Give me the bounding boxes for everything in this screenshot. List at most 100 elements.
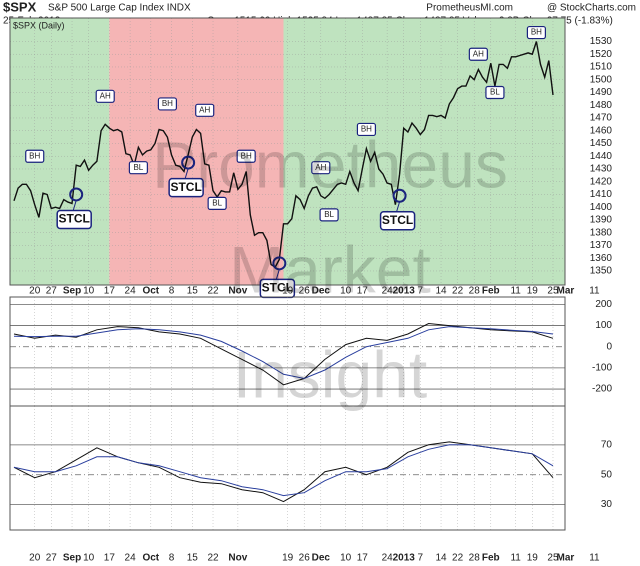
annotation-box xyxy=(468,47,488,61)
annotation: BH xyxy=(29,151,40,160)
y-tick-label: 1360 xyxy=(590,253,613,264)
x-tick-label: 26 xyxy=(299,553,311,564)
annotation-box xyxy=(485,85,505,100)
y-tick-label: 1520 xyxy=(590,49,613,60)
y-tick-label: 1530 xyxy=(590,36,613,47)
x-tick-label: Oct xyxy=(142,553,159,564)
zone xyxy=(10,18,110,285)
y-tick-label: 50 xyxy=(601,469,613,480)
annotation-box xyxy=(236,149,256,163)
x-tick-label: 10 xyxy=(83,553,95,564)
x-tick-label: 17 xyxy=(357,553,369,564)
x-tick-label: 19 xyxy=(527,286,539,297)
x-tick-label: 22 xyxy=(452,286,464,297)
x-tick-label: 11 xyxy=(510,553,521,564)
x-tick-label: Mar xyxy=(557,286,575,297)
x-tick-label: Sep xyxy=(63,553,81,564)
indicator-line xyxy=(13,444,554,497)
x-tick-label: 7 xyxy=(418,286,424,297)
x-tick-label: 19 xyxy=(527,553,539,564)
x-tick-label: 20 xyxy=(29,553,41,564)
y-tick-label: 1480 xyxy=(590,100,613,111)
x-tick-label: 27 xyxy=(46,286,58,297)
stop-box xyxy=(168,177,204,198)
annotation: BH xyxy=(241,151,252,160)
zone xyxy=(283,18,565,285)
x-tick-label: 22 xyxy=(452,553,464,564)
x-tick-label: 27 xyxy=(46,553,58,564)
y-tick-label: 1460 xyxy=(590,125,613,136)
y-tick-label: 1470 xyxy=(590,113,613,124)
x-tick-label: 24 xyxy=(382,286,394,297)
watermark: Prometheus xyxy=(152,127,508,201)
x-tick-label: 8 xyxy=(169,553,175,564)
x-tick-label: Nov xyxy=(228,553,247,564)
x-tick-label: 7 xyxy=(418,553,424,564)
y-tick-label: 1350 xyxy=(590,266,613,277)
x-tick-label: 22 xyxy=(207,286,219,297)
x-tick-label: 8 xyxy=(169,286,175,297)
x-tick-label: Nov xyxy=(228,286,247,297)
annotation: AH xyxy=(473,49,484,58)
x-tick-label: 15 xyxy=(187,286,199,297)
stop-box xyxy=(56,209,92,230)
x-tick-label: 11 xyxy=(510,286,521,297)
y-tick-label: 1370 xyxy=(590,240,613,251)
x-tick-label: 24 xyxy=(382,553,394,564)
annotation-box xyxy=(128,161,148,175)
x-tick-label: 14 xyxy=(435,286,447,297)
y-tick-label: 1450 xyxy=(590,138,613,149)
annotation-box xyxy=(95,89,115,103)
x-tick-label: 17 xyxy=(104,286,116,297)
stop-box xyxy=(379,211,416,231)
x-tick-label: Feb xyxy=(482,553,500,564)
x-tick-label: 19 xyxy=(282,286,294,297)
annotation: AH xyxy=(100,91,111,100)
x-tick-label: Sep xyxy=(63,286,81,297)
annotation: BH xyxy=(361,125,372,134)
y-tick-label: 30 xyxy=(601,499,613,510)
x-tick-label: 22 xyxy=(207,553,219,564)
y-tick-label: 1440 xyxy=(590,151,613,162)
y-tick-label: 1390 xyxy=(590,215,613,226)
site: PrometheusMI.com xyxy=(426,3,513,14)
annotation: BL xyxy=(133,163,143,172)
y-tick-label: 1500 xyxy=(590,74,613,85)
x-tick-label: Dec xyxy=(312,286,331,297)
watermark: Insight xyxy=(233,337,427,411)
stop-connector xyxy=(72,200,77,211)
x-tick-label: 11 xyxy=(589,286,600,297)
annotation: BL xyxy=(490,88,500,97)
symbol: $SPX xyxy=(3,0,37,14)
price-line xyxy=(13,41,554,269)
y-tick-label: 1510 xyxy=(590,62,613,73)
annotation-box xyxy=(356,122,377,137)
stop-label: STCL xyxy=(262,280,293,294)
watermark: Market xyxy=(229,232,431,306)
x-tick-label: 25 xyxy=(547,286,559,297)
y-tick-label: 1490 xyxy=(590,87,613,98)
annotation-box xyxy=(157,97,178,111)
annotation-box xyxy=(311,161,331,175)
x-tick-label: 20 xyxy=(29,286,41,297)
stop-label: STCL xyxy=(170,180,201,194)
x-tick-label: 24 xyxy=(125,286,137,297)
annotation-box xyxy=(25,149,45,163)
x-tick-label: Oct xyxy=(142,286,159,297)
annotation: BH xyxy=(531,28,542,37)
x-tick-label: 28 xyxy=(469,553,481,564)
x-tick-label: 28 xyxy=(469,286,481,297)
y-tick-label: 1400 xyxy=(590,202,613,213)
y-tick-label: 1420 xyxy=(590,176,613,187)
x-tick-label: Mar xyxy=(557,553,575,564)
panel-frame xyxy=(9,405,566,531)
x-tick-label: Dec xyxy=(312,553,331,564)
annotation: BH xyxy=(162,99,173,108)
stop-connector xyxy=(396,201,401,212)
indicator-line xyxy=(13,441,554,503)
indicator-line xyxy=(13,326,554,380)
annotation-box xyxy=(319,208,339,222)
source: @ StockCharts.com xyxy=(547,3,636,14)
x-tick-label: 10 xyxy=(340,286,352,297)
